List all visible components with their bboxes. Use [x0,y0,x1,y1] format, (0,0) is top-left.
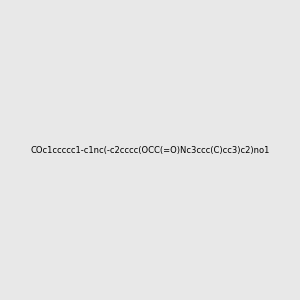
Text: COc1ccccc1-c1nc(-c2cccc(OCC(=O)Nc3ccc(C)cc3)c2)no1: COc1ccccc1-c1nc(-c2cccc(OCC(=O)Nc3ccc(C)… [30,146,270,154]
